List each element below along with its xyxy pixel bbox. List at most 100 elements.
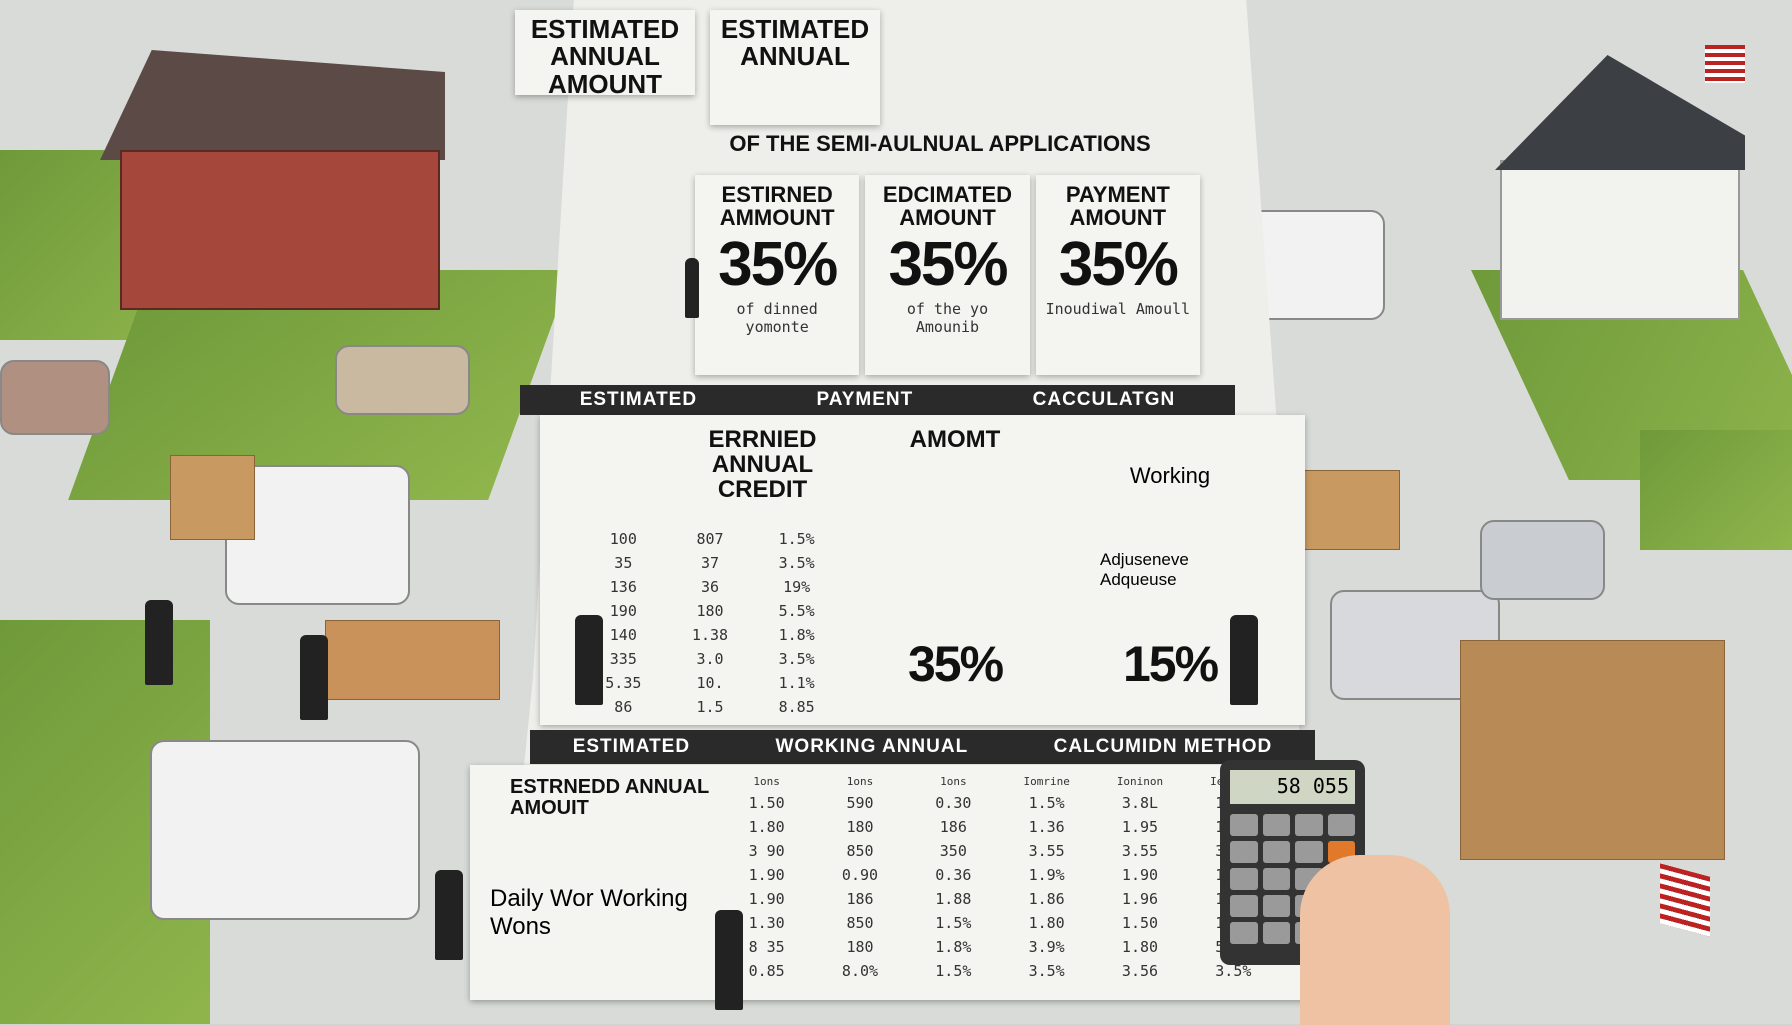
calculator-key[interactable] <box>1295 841 1323 863</box>
car <box>1480 520 1605 600</box>
calculator-key[interactable] <box>1230 841 1258 863</box>
column-label: ESTIRNED AMMOUNT <box>719 182 835 231</box>
calculator-key[interactable] <box>1230 868 1258 890</box>
table-cell: 19% <box>783 578 811 596</box>
table-cell: 590 <box>846 794 874 812</box>
table-cell: 37 <box>700 554 720 572</box>
column-value: 35% <box>718 230 838 300</box>
daily-working-label: Daily Wor Working Wons <box>490 885 688 940</box>
calculator-key[interactable] <box>1262 895 1290 917</box>
table-cell: 5.35 <box>605 674 642 692</box>
column-card: ESTIRNED AMMOUNT 35% of dinned yomonte <box>695 175 860 375</box>
column-label: PAYMENT AMOUNT <box>1065 182 1170 231</box>
table-cell: 3 90 <box>748 842 785 860</box>
header-card: ESTIMATED ANNUAL <box>710 10 880 125</box>
calculator-key[interactable] <box>1262 868 1290 890</box>
calculator-key[interactable] <box>1262 922 1290 944</box>
percent-value: 35% <box>907 636 1004 692</box>
table-cell: 0.30 <box>935 794 972 812</box>
calculator-key[interactable] <box>1327 814 1355 836</box>
table-cell: 0.90 <box>841 866 879 884</box>
annual-amount-label: ESTRNEDD ANNUAL AMOUIT <box>510 776 709 819</box>
table-cell: 850 <box>846 914 874 932</box>
calculator-key[interactable] <box>1295 814 1323 836</box>
table-cell: 3.0 <box>696 650 724 668</box>
column-note: of the yo Amounib <box>906 300 989 337</box>
table-cell: 3.55 <box>1121 842 1159 860</box>
bottom-data-grid: 1ons1ons1onsIomrineIoninonIethood1.50590… <box>720 775 1280 980</box>
table-cell: 35 <box>614 554 633 572</box>
bottom-table: ESTRNEDD ANNUAL AMOUIT Daily Wor Working… <box>470 765 1320 1000</box>
column-value: 35% <box>1058 230 1179 300</box>
person <box>145 600 173 685</box>
column-label: EDCIMATED AMOUNT <box>882 182 1013 231</box>
band-label: CACCULATGN <box>1032 389 1176 410</box>
table-cell: 186 <box>846 890 874 908</box>
table-cell: 8 35 <box>748 938 785 956</box>
table-cell: 3.56 <box>1121 962 1159 980</box>
table-cell: 5.5% <box>778 602 815 620</box>
table-cell: 3.9% <box>1028 938 1065 956</box>
table-cell: 1.5% <box>935 962 972 980</box>
table-cell: 1.90 <box>748 890 785 908</box>
person <box>435 870 463 960</box>
band-label: PAYMENT <box>816 389 914 410</box>
table-cell: 140 <box>609 626 637 644</box>
table-cell: 36 <box>700 578 720 596</box>
car <box>335 345 470 415</box>
table-cell: 1.90 <box>748 866 785 884</box>
table-cell: 3.5% <box>778 554 815 572</box>
hand <box>1300 855 1450 1025</box>
subtitle: OF THE SEMI-AULNUAL APPLICATIONS <box>729 131 1151 156</box>
calculator-key[interactable] <box>1230 814 1258 836</box>
table-cell: 1.8% <box>935 938 972 956</box>
table-cell: 3.8L <box>1121 794 1159 812</box>
table-cell: 180 <box>846 938 874 956</box>
pickup-truck <box>150 740 420 920</box>
table-cell: 1.90 <box>1121 866 1159 884</box>
table-cell: 8.0% <box>841 962 879 980</box>
table-cell: 3.55 <box>1028 842 1065 860</box>
calculator-display: 58 055 <box>1230 770 1355 804</box>
calculator-key[interactable] <box>1230 922 1258 944</box>
table-cell: 1.5% <box>1028 794 1065 812</box>
table-cell: 1.88 <box>935 890 972 908</box>
table <box>325 620 500 700</box>
column-note: Inoudiwal Amoull <box>1045 300 1191 319</box>
table-cell: 190 <box>609 602 637 620</box>
table-cell: 1.86 <box>1028 890 1065 908</box>
table-cell: 1.5% <box>935 914 972 932</box>
table-cell: 0.36 <box>935 866 972 884</box>
white-house <box>1500 160 1740 320</box>
adjustment-label: Adjuseneve Adqueuse <box>1100 550 1189 590</box>
moving-boxes <box>1290 470 1400 550</box>
band-label: ESTIMATED <box>579 389 698 410</box>
credit-label: ERRNIED ANNUAL CREDIT <box>708 426 817 504</box>
calculator-key[interactable] <box>1262 841 1290 863</box>
table-cell: 8.85 <box>778 698 815 716</box>
section-band: ESTIMATED WORKING ANNUAL CALCUMIDN METHO… <box>530 730 1315 764</box>
table-cell: 100 <box>609 530 637 548</box>
column-note: of dinned yomonte <box>736 300 818 337</box>
calculator-key[interactable] <box>1230 895 1258 917</box>
table-cell: 1.9% <box>1028 866 1065 884</box>
person <box>1230 615 1258 705</box>
top-columns: ESTIRNED AMMOUNT 35% of dinned yomonte E… <box>695 175 1200 375</box>
table-cell: 1.30 <box>748 914 785 932</box>
calculator-key[interactable] <box>1262 814 1290 836</box>
table-cell: 1.80 <box>1121 938 1159 956</box>
left-data-grid: 100 807 1.5% 35 37 3.5% 136 36 19% 190 180 5.5% 140 1… <box>580 530 840 716</box>
table-cell: 0.85 <box>748 962 785 980</box>
table-cell: 1.80 <box>748 818 785 836</box>
table-cell: 186 <box>939 818 967 836</box>
table-cell: 1.80 <box>1028 914 1065 932</box>
table-cell: 3.5% <box>1215 962 1252 980</box>
table-cell: 1.5 <box>696 698 724 716</box>
column-card: PAYMENT AMOUNT 35% Inoudiwal Amoull <box>1035 175 1200 375</box>
table-cell: 136 <box>609 578 637 596</box>
table-cell: 180 <box>696 602 724 620</box>
table-cell: 350 <box>939 842 967 860</box>
table-cell: 1.8% <box>778 626 815 644</box>
table-cell: 1.36 <box>1028 818 1065 836</box>
band-label: WORKING ANNUAL <box>775 736 969 757</box>
